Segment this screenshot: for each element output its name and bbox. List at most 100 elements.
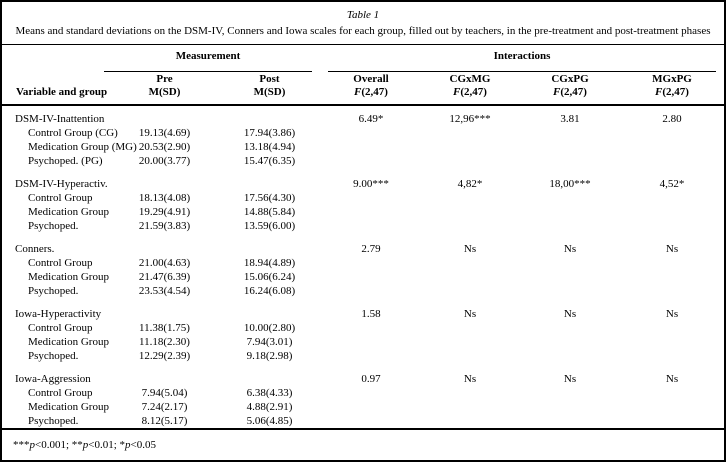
- pre-value: 20.53(2.90): [138, 141, 191, 153]
- column-header-line: Post: [259, 73, 280, 85]
- f-cgxpg-value: Ns: [563, 308, 577, 320]
- footnote-p-symbol: p: [125, 439, 131, 451]
- column-header-line: CGxMG: [449, 73, 491, 85]
- f-mgxpg-value: 4,52*: [659, 178, 685, 190]
- post-value: 17.56(4.30): [243, 192, 296, 204]
- f-mgxpg-value: Ns: [665, 373, 679, 385]
- footnote-text: <0.05: [130, 439, 156, 451]
- post-value: 13.18(4.94): [243, 141, 296, 153]
- column-header-overall: Overall F(2,47): [322, 73, 420, 104]
- f-overall-value: 0.97: [361, 373, 381, 385]
- spanner-measurement: Measurement: [104, 45, 312, 72]
- spanner-row: Measurement Interactions: [2, 45, 724, 72]
- df-label: (2,47): [361, 86, 388, 98]
- column-header-line: F(2,47): [520, 86, 620, 99]
- post-value: 10.00(2.80): [243, 322, 296, 334]
- scale-name: Conners.: [15, 243, 55, 255]
- group-name: Medication Group (MG): [28, 141, 137, 153]
- group-row: Psychoped. (PG) 20.00(3.77) 15.47(6.35): [2, 154, 724, 168]
- f-cgxmg-value: 12,96***: [449, 113, 491, 125]
- group-name: Medication Group: [28, 206, 109, 218]
- group-row: Medication Group 19.29(4.91) 14.88(5.84): [2, 205, 724, 219]
- scale-name: Iowa-Hyperactivity: [15, 308, 102, 320]
- pre-value: 21.59(3.83): [138, 220, 191, 232]
- column-header-line: M(SD): [148, 86, 181, 98]
- df-label: (2,47): [460, 86, 487, 98]
- column-header-pre: Pre M(SD): [112, 73, 217, 104]
- f-symbol: F: [354, 86, 362, 98]
- group-row: Medication Group 7.24(2.17) 4.88(2.91): [2, 400, 724, 414]
- column-header-line: Pre: [156, 73, 173, 85]
- scale-header-row: Iowa-Aggression 0.97 Ns Ns Ns: [2, 372, 724, 386]
- group-name: Control Group: [28, 192, 93, 204]
- table-body: DSM-IV-Inattention 6.49* 12,96*** 3.81 2…: [2, 106, 724, 430]
- group-row: Control Group 11.38(1.75) 10.00(2.80): [2, 321, 724, 335]
- f-cgxmg-value: Ns: [463, 243, 477, 255]
- f-cgxmg-value: 4,82*: [457, 178, 483, 190]
- scale-header-row: DSM-IV-Hyperactiv. 9.00*** 4,82* 18,00**…: [2, 177, 724, 191]
- group-row: Medication Group 11.18(2.30) 7.94(3.01): [2, 335, 724, 349]
- scale-header-row: Iowa-Hyperactivity 1.58 Ns Ns Ns: [2, 307, 724, 321]
- f-mgxpg-value: Ns: [665, 243, 679, 255]
- table-number: Table 1: [346, 9, 380, 21]
- scale-section: DSM-IV-Hyperactiv. 9.00*** 4,82* 18,00**…: [2, 177, 724, 233]
- post-value: 9.18(2.98): [246, 350, 293, 362]
- group-name: Psychoped.: [28, 350, 79, 362]
- f-overall-value: 2.79: [361, 243, 381, 255]
- scale-section: Iowa-Hyperactivity 1.58 Ns Ns Ns Control…: [2, 307, 724, 363]
- pre-value: 8.12(5.17): [141, 415, 188, 427]
- footnote-p-symbol: p: [82, 439, 89, 451]
- column-header-post: Post M(SD): [217, 73, 322, 104]
- f-mgxpg-value: 2.80: [662, 113, 682, 125]
- f-overall-value: 9.00***: [353, 178, 389, 190]
- pre-value: 19.13(4.69): [138, 127, 191, 139]
- f-symbol: F: [453, 86, 461, 98]
- f-cgxmg-value: Ns: [463, 308, 477, 320]
- footnote-text: <0.01; *: [88, 439, 126, 451]
- scale-section: Conners. 2.79 Ns Ns Ns Control Group 21.…: [2, 242, 724, 298]
- footnote-p-symbol: p: [29, 439, 36, 451]
- column-header-cgxmg: CGxMG F(2,47): [420, 73, 520, 104]
- pre-value: 18.13(4.08): [138, 192, 191, 204]
- f-cgxpg-value: 18,00***: [549, 178, 591, 190]
- scale-header-row: DSM-IV-Inattention 6.49* 12,96*** 3.81 2…: [2, 112, 724, 126]
- post-value: 16.24(6.08): [243, 285, 296, 297]
- spanner-interactions: Interactions: [328, 45, 716, 72]
- group-row: Psychoped. 21.59(3.83) 13.59(6.00): [2, 219, 724, 233]
- scale-section: Iowa-Aggression 0.97 Ns Ns Ns Control Gr…: [2, 372, 724, 428]
- group-name: Control Group (CG): [28, 127, 118, 139]
- group-name: Control Group: [28, 257, 93, 269]
- f-symbol: F: [655, 86, 663, 98]
- column-header-line: CGxPG: [551, 73, 589, 85]
- group-name: Psychoped.: [28, 415, 79, 427]
- pre-value: 19.29(4.91): [138, 206, 191, 218]
- pre-value: 12.29(2.39): [138, 350, 191, 362]
- post-value: 6.38(4.33): [246, 387, 293, 399]
- column-header-line: MGxPG: [652, 73, 692, 85]
- post-value: 4.88(2.91): [246, 401, 293, 413]
- column-header-line: F(2,47): [322, 86, 420, 99]
- post-value: 15.06(6.24): [243, 271, 296, 283]
- post-value: 18.94(4.89): [243, 257, 296, 269]
- group-name: Medication Group: [28, 271, 109, 283]
- pre-value: 21.00(4.63): [138, 257, 191, 269]
- scale-section: DSM-IV-Inattention 6.49* 12,96*** 3.81 2…: [2, 112, 724, 168]
- group-row: Psychoped. 23.53(4.54) 16.24(6.08): [2, 284, 724, 298]
- scale-name: Iowa-Aggression: [15, 373, 91, 385]
- pre-value: 11.38(1.75): [139, 322, 190, 334]
- table-caption: Means and standard deviations on the DSM…: [15, 25, 711, 37]
- f-cgxpg-value: 3.81: [560, 113, 580, 125]
- post-value: 5.06(4.85): [246, 415, 293, 427]
- column-header-row: Variable and group Pre M(SD) Post M(SD) …: [2, 72, 724, 104]
- pre-value: 11.18(2.30): [139, 336, 190, 348]
- footnote-text: <0.001; **: [35, 439, 83, 451]
- footnote-text: ***: [13, 439, 30, 451]
- column-header-line: M(SD): [253, 86, 286, 98]
- f-mgxpg-value: Ns: [665, 308, 679, 320]
- scale-name: DSM-IV-Hyperactiv.: [15, 178, 108, 190]
- column-header-line: Overall: [353, 73, 389, 85]
- f-overall-value: 6.49*: [358, 113, 384, 125]
- post-value: 14.88(5.84): [243, 206, 296, 218]
- group-name: Medication Group: [28, 401, 109, 413]
